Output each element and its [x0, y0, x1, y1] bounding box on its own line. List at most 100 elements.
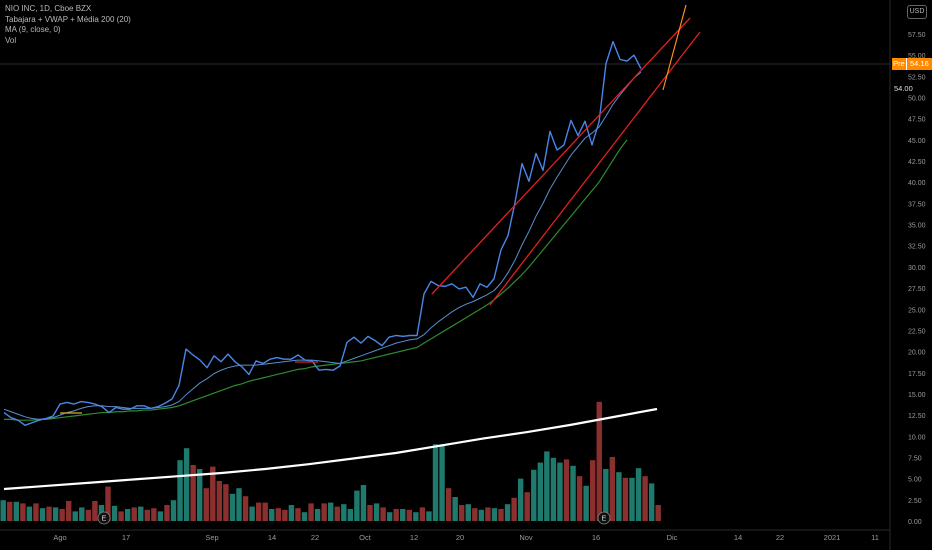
indicator-label[interactable]: Tabajara + VWAP + Média 200 (20) — [5, 14, 131, 24]
volume-bar — [308, 503, 314, 521]
volume-ma-line — [3, 407, 658, 491]
volume-bar — [301, 512, 308, 521]
volume-bar — [282, 509, 288, 521]
y-tick-label: 55.00 — [908, 53, 926, 60]
volume-bar — [354, 490, 360, 521]
volume-bar — [295, 508, 301, 521]
y-tick-label: 0.00 — [908, 519, 922, 526]
y-tick-label: 35.00 — [908, 223, 926, 230]
y-tick-label: 45.00 — [908, 138, 926, 145]
volume-bar — [269, 509, 275, 521]
volume-bar — [583, 485, 589, 521]
channel-upper-line — [431, 17, 691, 295]
volume-bar — [242, 496, 249, 521]
x-tick-label: Dic — [667, 533, 678, 542]
volume-bar — [622, 477, 629, 521]
x-tick-label: 11 — [871, 533, 879, 542]
volume-bar — [26, 506, 33, 521]
volume-bar — [229, 493, 236, 521]
volume-bar — [360, 485, 367, 521]
volume-bar — [531, 469, 537, 521]
volume-bar — [111, 505, 118, 521]
volume-bar — [544, 451, 550, 521]
y-tick-label: 30.00 — [908, 265, 926, 272]
x-tick-label: 20 — [456, 533, 464, 542]
volume-bar — [46, 506, 52, 521]
last-price-value: 54.16 — [910, 59, 929, 68]
volume-bar — [131, 507, 137, 521]
volume-bar — [498, 509, 504, 521]
volume-bar — [596, 401, 602, 521]
earnings-marker-label: E — [602, 516, 607, 523]
volume-bar — [151, 508, 157, 521]
volume-bar — [288, 505, 295, 521]
volume-bar — [118, 511, 124, 521]
volume-bar — [373, 503, 380, 521]
volume-bar — [472, 508, 478, 521]
volume-bar — [635, 468, 642, 521]
volume-bar — [655, 505, 661, 521]
volume-bar — [550, 457, 557, 521]
volume-bar — [426, 511, 432, 521]
volume-bar — [197, 469, 203, 521]
premarket-label: Pre — [892, 58, 907, 70]
y-tick-label: 5.00 — [908, 477, 922, 484]
volume-bar — [485, 507, 491, 521]
volume-bar — [314, 509, 321, 521]
volume-bar — [249, 506, 255, 521]
y-tick-label: 2.50 — [908, 498, 922, 505]
volume-bar — [59, 509, 65, 521]
x-tick-label: 16 — [592, 533, 600, 542]
y-tick-label: 10.00 — [908, 434, 926, 441]
volume-bar — [255, 502, 262, 521]
volume-bar — [170, 500, 177, 521]
volume-bar — [236, 488, 242, 521]
volume-bar — [334, 506, 340, 521]
volume-bar — [223, 484, 229, 521]
volume-bar — [478, 509, 485, 521]
volume-bar — [537, 462, 543, 521]
volume-bar — [144, 509, 150, 521]
x-tick-label: 22 — [311, 533, 319, 542]
volume-bar — [419, 507, 426, 521]
volume-bar — [190, 465, 196, 521]
volume-bar — [124, 509, 131, 521]
y-tick-label: 7.50 — [908, 455, 922, 462]
y-tick-label: 12.50 — [908, 413, 926, 420]
volume-bar — [138, 506, 144, 521]
volume-bar — [0, 500, 6, 521]
price-line — [3, 40, 642, 426]
price-level-label: 54.00 — [894, 84, 913, 93]
volume-bar — [105, 486, 111, 521]
last-price-tag: Pre 54.16 — [892, 58, 932, 70]
indicator-label[interactable]: MA (9, close, 0) — [5, 25, 61, 34]
volume-bar — [380, 507, 386, 521]
symbol-title[interactable]: NIO INC, 1D, Cboe BZX — [5, 4, 92, 13]
volume-bar — [7, 501, 13, 521]
indicator-label[interactable]: Vol — [5, 35, 17, 45]
volume-bar — [590, 460, 596, 521]
volume-bar — [216, 481, 223, 521]
y-tick-label: 15.00 — [908, 392, 926, 399]
volume-bar — [648, 483, 655, 521]
volume-bar — [629, 477, 635, 521]
volume-bar — [570, 465, 576, 521]
volume-bar — [400, 509, 406, 521]
currency-button[interactable]: USD — [907, 5, 927, 19]
y-tick-label: 42.50 — [908, 159, 926, 166]
volume-bar — [341, 504, 347, 521]
volume-bar — [321, 503, 327, 521]
volume-bar — [452, 497, 458, 521]
volume-bar — [92, 501, 98, 521]
y-tick-label: 37.50 — [908, 201, 926, 208]
volume-bar — [432, 444, 439, 521]
y-tick-label: 25.00 — [908, 307, 926, 314]
y-tick-label: 27.50 — [908, 286, 926, 293]
volume-bar — [616, 472, 622, 521]
x-tick-label: 14 — [268, 533, 276, 542]
volume-bar — [406, 509, 412, 521]
volume-bar — [347, 509, 354, 521]
volume-bar — [262, 502, 268, 521]
volume-bar — [491, 508, 498, 521]
